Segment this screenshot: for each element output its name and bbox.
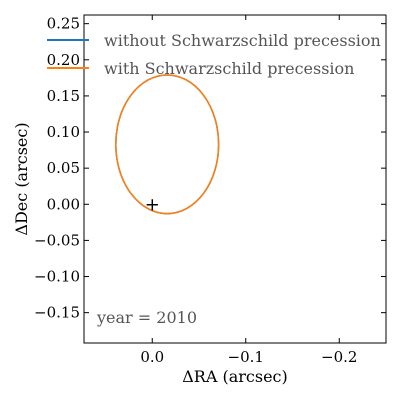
center-marker: + bbox=[145, 194, 160, 215]
y-axis-title: ΔDec (arcsec) bbox=[12, 122, 31, 235]
y-ticks: −0.15 −0.10 −0.05 0.00 0.05 0.10 0.15 0.20 0.25 bbox=[34, 15, 386, 322]
x-tick-label: −0.2 bbox=[321, 348, 357, 366]
y-tick-label: 0.20 bbox=[47, 51, 80, 69]
x-tick-label: −0.1 bbox=[228, 348, 264, 366]
x-ticks: 0.0 −0.1 −0.2 bbox=[140, 15, 357, 366]
series-ellipse-2 bbox=[115, 74, 220, 215]
x-tick-label: 0.0 bbox=[140, 348, 164, 366]
y-tick-label: −0.10 bbox=[34, 268, 80, 286]
y-tick-label: −0.05 bbox=[34, 231, 80, 249]
marker-layer: + bbox=[145, 194, 160, 215]
x-axis-title: ΔRA (arcsec) bbox=[182, 367, 288, 386]
legend-label-2: with Schwarzschild precession bbox=[104, 59, 354, 78]
y-tick-label: 0.05 bbox=[47, 159, 80, 177]
y-tick-label: −0.15 bbox=[34, 304, 80, 322]
y-tick-label: 0.10 bbox=[47, 123, 80, 141]
annotation-year: year = 2010 bbox=[96, 308, 197, 327]
legend-label-1: without Schwarzschild precession bbox=[104, 31, 381, 50]
y-tick-label: 0.15 bbox=[47, 87, 80, 105]
series-layer bbox=[115, 74, 220, 215]
legend: without Schwarzschild precession with Sch… bbox=[47, 31, 381, 78]
plot-frame bbox=[83, 14, 387, 344]
y-tick-label: 0.25 bbox=[47, 15, 80, 33]
y-tick-label: 0.00 bbox=[47, 195, 80, 213]
